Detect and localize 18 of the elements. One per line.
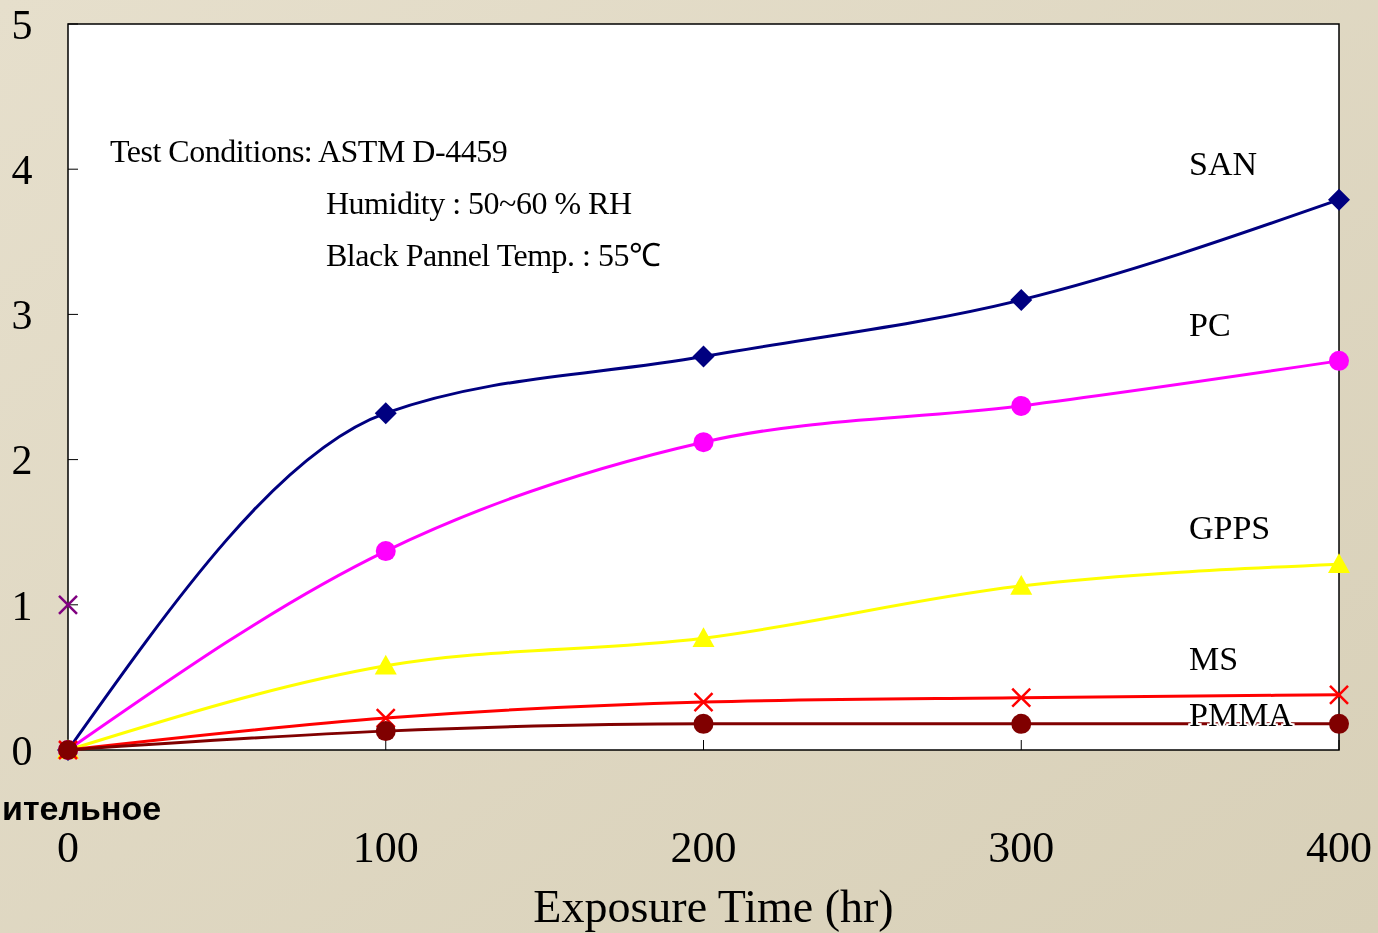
x-tick-label: 400 (1306, 823, 1372, 872)
y-tick-label: 5 (11, 1, 33, 48)
x-axis-title: Exposure Time (hr) (533, 881, 894, 932)
x-tick-label: 200 (670, 823, 737, 872)
x-tick-label: 100 (352, 823, 419, 872)
series-label: SAN (1189, 144, 1258, 182)
annotation: Test Conditions: ASTM D-4459 (110, 133, 508, 169)
y-tick-label: 2 (11, 437, 33, 484)
series-label: GPPS (1189, 509, 1271, 547)
series-label: MS (1189, 639, 1239, 677)
annotation: Black Pannel Temp. : 55℃ (326, 237, 661, 273)
y-tick-label: 1 (11, 582, 33, 629)
y-tick-label: 4 (11, 146, 33, 193)
y-tick-label: 0 (11, 727, 33, 774)
y-tick-label: 3 (11, 292, 33, 339)
series-label: PC (1189, 305, 1231, 343)
annotation: Humidity : 50~60 % RH (326, 185, 632, 221)
x-tick-label: 300 (988, 823, 1055, 872)
